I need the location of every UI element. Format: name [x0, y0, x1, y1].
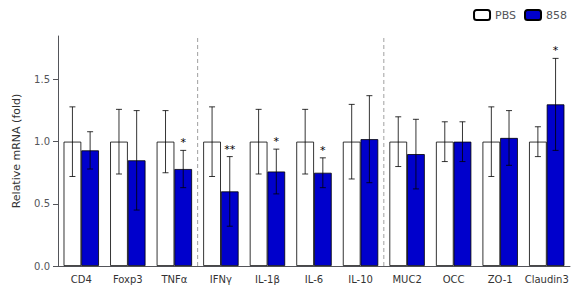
svg-text:Foxp3: Foxp3	[113, 274, 143, 285]
svg-text:IFNγ: IFNγ	[210, 274, 232, 285]
svg-text:*: *	[320, 144, 326, 157]
svg-text:**: **	[224, 143, 236, 156]
svg-text:Claudin3: Claudin3	[525, 274, 569, 285]
svg-text:*: *	[274, 135, 280, 148]
svg-text:TNFα: TNFα	[160, 274, 187, 285]
svg-text:IL-1β: IL-1β	[255, 274, 280, 285]
svg-text:IL-10: IL-10	[348, 274, 373, 285]
svg-text:858: 858	[546, 9, 567, 22]
svg-text:PBS: PBS	[495, 9, 516, 22]
svg-text:0.0: 0.0	[34, 261, 50, 272]
svg-text:CD4: CD4	[71, 274, 92, 285]
svg-text:1.5: 1.5	[34, 74, 50, 85]
svg-text:*: *	[180, 136, 186, 149]
svg-text:*: *	[553, 44, 559, 57]
svg-text:1.0: 1.0	[34, 136, 50, 147]
svg-text:MUC2: MUC2	[392, 274, 421, 285]
svg-text:IL-6: IL-6	[305, 274, 323, 285]
svg-text:0.5: 0.5	[34, 198, 50, 209]
svg-text:OCC: OCC	[443, 274, 465, 285]
svg-text:Relative mRNA (fold): Relative mRNA (fold)	[10, 94, 23, 209]
svg-text:ZO-1: ZO-1	[488, 274, 513, 285]
